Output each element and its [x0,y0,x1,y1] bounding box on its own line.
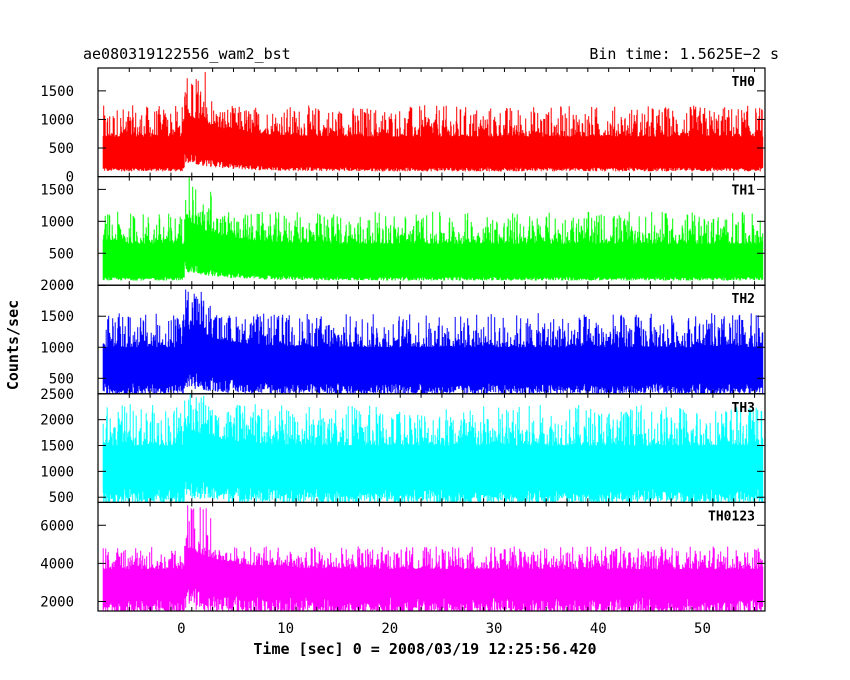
y-tick-label: 1000 [40,112,74,128]
y-tick-label: 2000 [40,413,74,429]
panel-label: TH1 [732,184,756,199]
y-tick-label: 1500 [40,84,74,100]
panel-th3: 500 1000 1500 2000 2500 TH3 [40,387,766,506]
panel-th0123: 2000 4000 6000 TH0123 [40,501,766,612]
y-tick-label: 1000 [40,214,74,230]
y-axis-label: Counts/sec [4,300,22,390]
y-tick-label: 2500 [40,387,74,403]
panel-label: TH0 [732,75,756,90]
x-tick-label: 50 [694,621,711,637]
panel-frame [97,501,766,612]
y-tick-label: 1500 [40,182,74,198]
y-tick-label: 1000 [40,464,74,480]
y-tick-label: 500 [49,490,74,506]
x-tick-label: 40 [590,621,607,637]
x-axis-label: Time [sec] 0 = 2008/03/19 12:25:56.420 [253,640,596,658]
y-tick-label: 2000 [40,594,74,610]
panels-group: 0 500 1000 1500 TH0 0 500 1000 1500 TH1 500 1000 150… [40,67,766,612]
panel-th2: 500 1000 1500 2000 TH2 [40,278,766,395]
y-tick-label: 2000 [40,278,74,294]
series-th0123 [102,505,764,611]
x-tick-label: 30 [486,621,503,637]
panel-th1: 0 500 1000 1500 TH1 [40,176,766,294]
y-tick-label: 1000 [40,340,74,356]
bin-time-label: Bin time: 1.5625E−2 s [589,45,779,63]
y-tick-label: 500 [49,371,74,387]
x-tick-label: 10 [277,621,294,637]
panel-label: TH0123 [708,509,755,524]
series-th0 [102,72,764,172]
panel-label: TH2 [732,292,755,307]
series-th2 [102,289,764,394]
y-tick-label: 4000 [40,556,74,572]
y-tick-label: 0 [66,170,74,186]
chart-title: ae080319122556_wam2_bst [83,45,291,63]
x-axis: 0 10 20 30 40 50 [177,621,711,637]
panel-label: TH3 [732,401,755,416]
x-tick-label: 20 [381,621,398,637]
y-tick-label: 500 [49,141,74,157]
x-tick-label: 0 [177,621,185,637]
y-tick-label: 0 [66,278,74,294]
series-th3 [102,394,764,503]
panel-th0: 0 500 1000 1500 TH0 [40,67,766,186]
y-tick-label: 6000 [40,518,74,534]
y-tick-label: 1500 [40,309,74,325]
y-tick-label: 500 [49,246,74,262]
y-tick-label: 1500 [40,439,74,455]
series-th1 [102,176,764,281]
